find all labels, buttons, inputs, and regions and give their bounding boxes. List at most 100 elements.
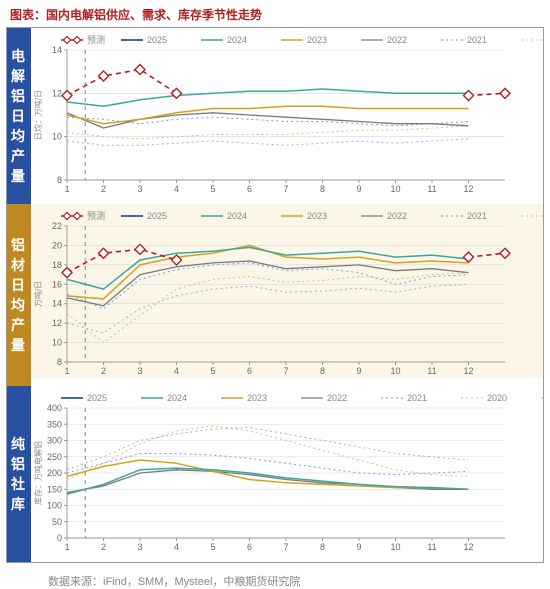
series-y2024	[67, 247, 469, 289]
svg-text:4: 4	[174, 366, 179, 376]
svg-text:5: 5	[210, 184, 215, 194]
panel-body: 预测20252024202320222021202020198101214123…	[31, 28, 543, 196]
series-y2020	[67, 273, 469, 343]
svg-text:10: 10	[52, 132, 62, 142]
svg-text:10: 10	[390, 366, 400, 376]
svg-text:250: 250	[47, 452, 62, 462]
svg-text:12: 12	[52, 318, 62, 328]
svg-text:11: 11	[427, 366, 436, 376]
chart-svg: 预测20252024202320222021202020198101214123…	[31, 28, 543, 196]
svg-text:2023: 2023	[307, 35, 327, 45]
marker-diamond	[62, 268, 72, 278]
series-y2023	[67, 245, 469, 299]
svg-text:8: 8	[320, 542, 325, 552]
svg-text:3: 3	[137, 542, 142, 552]
svg-text:18: 18	[52, 260, 62, 270]
svg-text:3: 3	[137, 366, 142, 376]
svg-text:200: 200	[47, 468, 62, 478]
series-y2024	[67, 89, 469, 106]
svg-text:9: 9	[356, 366, 361, 376]
svg-text:5: 5	[210, 542, 215, 552]
svg-text:10: 10	[390, 184, 400, 194]
chart-area: 电解铝日均产量预测2025202420232022202120202019810…	[6, 27, 544, 563]
svg-text:7: 7	[283, 366, 288, 376]
svg-text:10: 10	[390, 542, 400, 552]
svg-text:11: 11	[427, 184, 436, 194]
svg-text:350: 350	[47, 419, 62, 429]
panel-p1: 电解铝日均产量预测2025202420232022202120202019810…	[7, 28, 543, 204]
svg-text:12: 12	[463, 366, 473, 376]
svg-text:5: 5	[210, 366, 215, 376]
svg-text:2021: 2021	[407, 393, 427, 403]
svg-text:3: 3	[137, 184, 142, 194]
svg-text:100: 100	[47, 501, 62, 511]
marker-diamond	[500, 88, 510, 98]
panel-p3: 纯铝社库202520242023202220212020201905010015…	[7, 386, 543, 562]
svg-text:2: 2	[101, 184, 106, 194]
series-y2022	[67, 261, 469, 306]
series-y2019	[67, 139, 469, 146]
svg-text:8: 8	[57, 175, 62, 185]
svg-text:9: 9	[356, 542, 361, 552]
svg-text:6: 6	[247, 184, 252, 194]
svg-text:1: 1	[64, 366, 69, 376]
marker-diamond	[172, 88, 182, 98]
svg-text:日均：万吨/日: 日均：万吨/日	[33, 90, 43, 140]
svg-text:万吨/日: 万吨/日	[33, 281, 43, 307]
svg-text:150: 150	[47, 484, 62, 494]
marker-diamond	[135, 244, 145, 254]
panel-body: 2025202420232022202120202019050100150200…	[31, 386, 543, 554]
svg-text:预测: 预测	[87, 35, 105, 45]
svg-text:2024: 2024	[227, 35, 247, 45]
svg-text:10: 10	[52, 338, 62, 348]
marker-diamond	[62, 91, 72, 101]
svg-text:16: 16	[52, 279, 62, 289]
marker-diamond	[500, 248, 510, 258]
svg-text:2: 2	[101, 366, 106, 376]
chart-svg: 2025202420232022202120202019050100150200…	[31, 386, 543, 554]
svg-text:6: 6	[247, 366, 252, 376]
svg-text:2025: 2025	[147, 211, 167, 221]
svg-text:14: 14	[52, 299, 62, 309]
svg-text:7: 7	[283, 184, 288, 194]
svg-text:2023: 2023	[307, 211, 327, 221]
svg-text:11: 11	[427, 542, 436, 552]
svg-text:2022: 2022	[327, 393, 347, 403]
svg-text:20: 20	[52, 240, 62, 250]
svg-text:50: 50	[52, 517, 62, 527]
svg-text:2023: 2023	[247, 393, 267, 403]
panel-p2: 铝材日均产量预测20252024202320222021202020198101…	[7, 204, 543, 386]
svg-text:预测: 预测	[87, 211, 105, 221]
chart-svg: 预测20252024202320222021202020198101214161…	[31, 204, 543, 378]
marker-diamond	[99, 248, 109, 258]
svg-text:6: 6	[247, 542, 252, 552]
svg-text:4: 4	[174, 542, 179, 552]
chart-title: 图表：国内电解铝供应、需求、库存季节性走势	[0, 0, 550, 27]
svg-text:1: 1	[64, 542, 69, 552]
panel-label: 电解铝日均产量	[7, 28, 31, 204]
svg-text:2: 2	[101, 542, 106, 552]
series-y2019	[67, 428, 469, 470]
svg-text:2022: 2022	[387, 211, 407, 221]
svg-text:4: 4	[174, 184, 179, 194]
svg-text:2024: 2024	[227, 211, 247, 221]
series-y2020	[67, 426, 469, 480]
panel-label: 铝材日均产量	[7, 204, 31, 386]
svg-text:8: 8	[320, 184, 325, 194]
svg-text:1: 1	[64, 184, 69, 194]
marker-diamond	[135, 65, 145, 75]
svg-text:2024: 2024	[167, 393, 187, 403]
svg-text:2025: 2025	[147, 35, 167, 45]
svg-text:300: 300	[47, 436, 62, 446]
series-y2019	[67, 284, 469, 333]
data-source: 数据来源：iFind，SMM，Mysteel，中粮期货研究院	[0, 565, 550, 589]
marker-diamond	[99, 71, 109, 81]
svg-text:14: 14	[52, 45, 62, 55]
marker-diamond	[464, 91, 474, 101]
svg-text:400: 400	[47, 403, 62, 413]
svg-text:2022: 2022	[387, 35, 407, 45]
svg-text:12: 12	[463, 542, 473, 552]
svg-text:12: 12	[52, 88, 62, 98]
svg-text:8: 8	[320, 366, 325, 376]
panel-label: 纯铝社库	[7, 386, 31, 562]
